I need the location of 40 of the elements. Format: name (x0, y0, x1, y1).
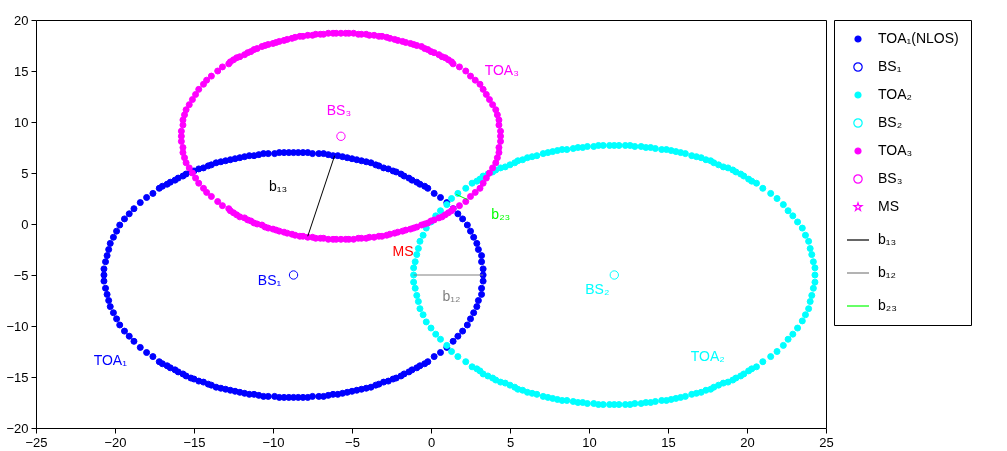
x-tick-label: 5 (506, 434, 515, 450)
legend-label: BS₃ (878, 170, 903, 186)
x-tick-label: 20 (740, 434, 755, 450)
y-tick-label: 20 (14, 12, 29, 28)
legend-label: b₁₃ (878, 231, 897, 247)
x-tick-label: −10 (262, 434, 285, 450)
annotation: BS₂ (585, 281, 610, 297)
x-tick-label: 0 (427, 434, 436, 450)
y-tick-label: −20 (6, 420, 29, 436)
annotation: TOA₃ (484, 62, 519, 78)
annotation: b₁₃ (269, 177, 288, 194)
annotation: b₂₃ (491, 205, 511, 222)
legend-label: b₁₂ (878, 264, 896, 280)
y-tick-label: 0 (21, 216, 29, 232)
annotation: BS₃ (326, 102, 352, 119)
x-tick-label: −15 (183, 434, 206, 450)
y-tick-label: 5 (21, 165, 29, 181)
x-tick-label: −25 (25, 434, 48, 450)
x-tick-label: −20 (104, 434, 127, 450)
legend-label: TOA₃ (878, 142, 913, 158)
x-tick-label: 25 (819, 434, 834, 450)
legend-label: BS₁ (878, 58, 902, 74)
legend-label: BS₂ (878, 114, 903, 130)
y-tick-label: −10 (6, 318, 29, 334)
x-tick-label: 10 (582, 434, 597, 450)
y-tick-label: −15 (6, 369, 29, 385)
legend-label: TOA₂ (878, 86, 912, 102)
legend-label: MS (878, 198, 899, 214)
y-tick-label: 15 (14, 63, 29, 79)
y-tick-label: 10 (14, 114, 29, 130)
y-tick-label: −5 (13, 267, 29, 283)
legend-label: TOA₁(NLOS) (878, 30, 959, 46)
annotation: TOA₂ (690, 347, 725, 364)
x-tick-label: 15 (661, 434, 676, 450)
annotation: b₁₂ (442, 288, 461, 304)
annotation: BS₁ (257, 272, 282, 288)
annotation: MS (392, 243, 414, 259)
legend-label: b₂₃ (878, 297, 897, 313)
annotation: TOA₁ (93, 352, 128, 369)
x-tick-label: −5 (345, 434, 360, 450)
